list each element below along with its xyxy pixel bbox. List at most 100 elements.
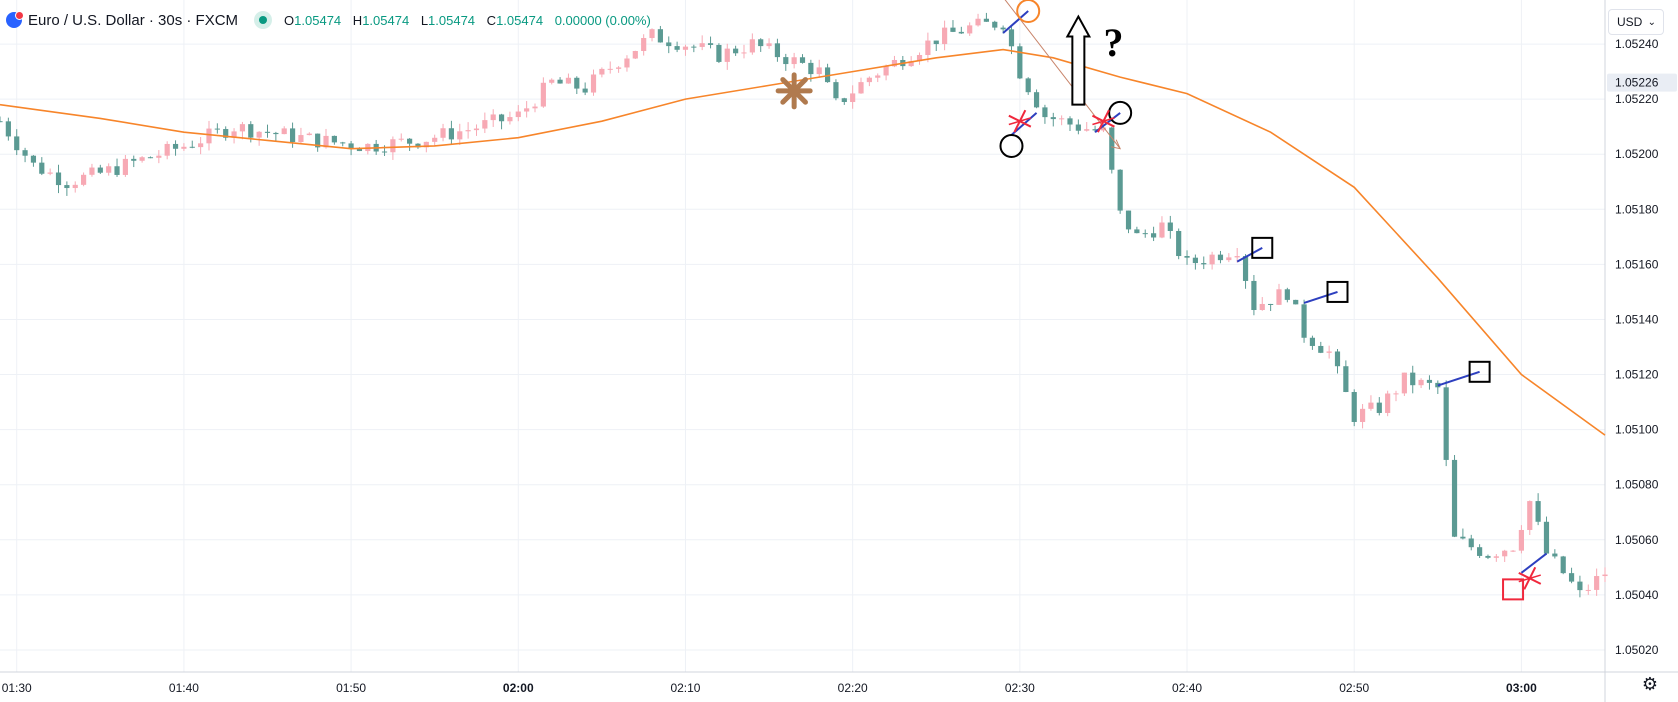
candle-body [1602,574,1608,577]
candle-body [490,114,496,121]
candle [164,141,170,160]
candle [1326,345,1332,359]
candle [549,78,555,85]
trend-line-segment [1236,246,1263,263]
grid-lines [0,0,1605,672]
market-open-dot-icon[interactable] [254,11,273,29]
candle [223,126,229,141]
candle-body [198,143,204,148]
candle-body [1376,402,1382,413]
open-value: 1.05474 [294,12,342,28]
candle [1502,549,1508,562]
square-marker [1502,578,1525,601]
candle-body [657,29,663,43]
symbol-title[interactable]: Euro / U.S. Dollar · 30s · FXCM [28,11,239,29]
candle [14,129,20,156]
candle-body [457,131,463,140]
candle-body [398,138,404,140]
symbol-header: Euro / U.S. Dollar · 30s · FXCM O1.05474… [6,8,659,32]
candle [490,109,496,127]
candle-body [565,77,572,84]
gear-icon[interactable]: ⚙ [1641,673,1659,694]
candle [1159,216,1165,239]
candle-body [783,57,789,65]
candle [1017,43,1023,80]
currency-selector[interactable]: USD ⌄ [1608,9,1664,35]
candle [1025,77,1031,95]
candle [1527,500,1533,535]
candle [106,163,112,176]
candle [691,44,697,53]
candle-body [106,166,112,173]
candle [1067,116,1073,131]
candle-body [1334,351,1341,367]
candle [273,131,279,141]
candle [1351,389,1357,427]
candle [950,20,956,33]
candle-body [14,136,20,151]
candle [616,66,622,73]
candle-body [925,40,931,56]
candle [206,120,212,151]
candle-body [1025,78,1031,93]
high-value: 1.05474 [362,12,410,28]
candle [1050,112,1056,127]
candle [816,59,822,78]
candle-body [432,137,438,142]
candle [64,181,70,196]
price-tick-label: 1.05020 [1615,643,1659,657]
current-price-badge [1607,73,1677,92]
candle [574,76,580,95]
candle-body [1125,210,1132,230]
candle [122,155,128,177]
price-tick-label: 1.05100 [1615,423,1659,437]
candle-body [1268,303,1274,305]
candle [666,36,672,54]
candle [958,26,964,34]
candle-body [532,106,538,109]
candle-body [1410,372,1416,386]
candle [1167,215,1173,239]
candle [582,82,588,96]
candle-body [975,18,981,26]
candle [39,157,45,176]
candle-body [950,27,956,32]
candle [398,133,404,142]
candle-body [1151,233,1157,238]
candle [783,53,789,71]
asterisk-marker [775,72,813,110]
candle-body [666,42,672,47]
candle [30,155,37,167]
candle-body [214,128,220,130]
trend-line-segment [1520,552,1548,574]
candle-body [1401,372,1407,394]
candle-body [674,46,680,50]
candle-body [1301,304,1307,338]
candle [1518,525,1524,554]
fxcm-logo-icon[interactable] [6,11,24,28]
candle-body [131,158,137,161]
candle-body [498,114,505,122]
candle-body [381,151,388,153]
candle-body [599,68,605,75]
price-tick-label: 1.05060 [1615,533,1659,547]
candle-body [1033,92,1040,108]
candle [156,150,162,164]
candle [682,44,689,56]
candle-body [22,150,28,156]
candle-body [983,18,989,22]
candle [498,113,505,130]
candle-body [1594,576,1600,590]
candle-body [1167,222,1173,231]
candle [1259,297,1265,311]
candle-body [1159,222,1165,238]
candle-body [1309,337,1316,346]
candle-body [482,120,488,129]
candle [1510,550,1516,553]
candle-body [139,157,145,161]
price-tick-label: 1.05240 [1615,37,1659,51]
candle [1293,299,1299,305]
question-mark-annotation: ? [1103,20,1123,65]
